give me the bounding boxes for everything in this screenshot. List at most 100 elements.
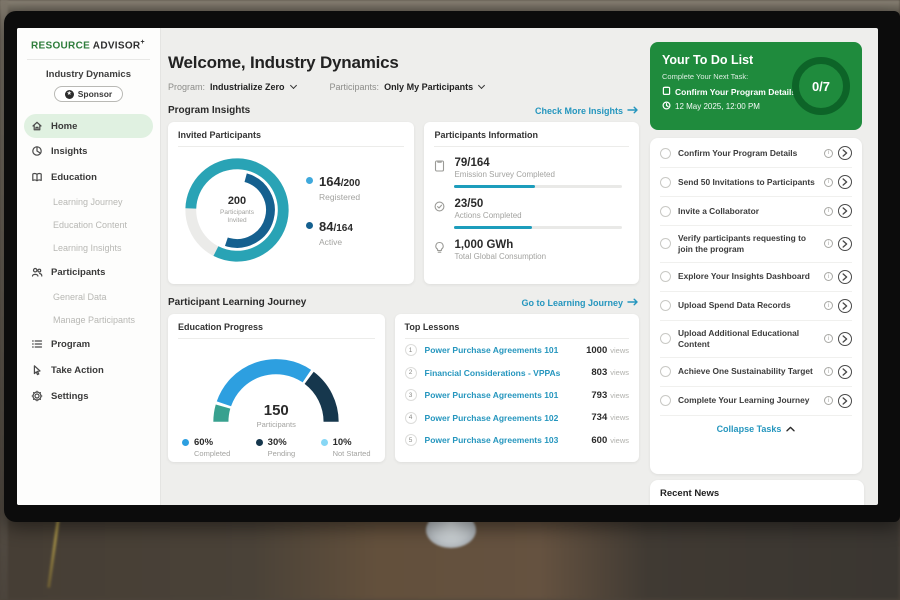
task-row: Achieve One Sustainability Target i (660, 358, 852, 387)
section-title-learning-journey: Participant Learning Journey (168, 297, 307, 308)
sidebar-item-learning-journey[interactable]: Learning Journey (53, 196, 123, 207)
task-row: Explore Your Insights Dashboard i (660, 263, 852, 292)
card-title: Participants Information (434, 130, 629, 147)
info-icon[interactable]: i (824, 367, 833, 377)
check-badge-icon (434, 198, 446, 229)
legend-active: 84/164 Active (306, 218, 360, 247)
progress-track (454, 185, 623, 188)
task-open-button[interactable] (838, 175, 852, 189)
sponsor-badge[interactable]: ★ Sponsor (53, 86, 124, 103)
sidebar-item-general-data[interactable]: General Data (53, 291, 107, 302)
card-title: Invited Participants (178, 130, 405, 147)
legend-dot (255, 439, 263, 446)
todo-summary-card: Your To Do List Complete Your Next Task:… (650, 42, 862, 130)
lesson-link[interactable]: Power Purchase Agreements 101 (424, 390, 559, 401)
task-open-button[interactable] (838, 204, 852, 218)
task-open-button[interactable] (838, 331, 852, 346)
legend-dot (306, 177, 313, 184)
insights-icon (31, 145, 43, 157)
task-checkbox[interactable] (660, 300, 671, 312)
sidebar-item-program[interactable]: Program (17, 331, 160, 357)
task-checkbox[interactable] (660, 176, 671, 188)
go-to-learning-journey-link[interactable]: Go to Learning Journey (521, 298, 639, 308)
task-open-button[interactable] (838, 298, 852, 313)
info-icon[interactable]: i (824, 206, 833, 216)
program-filter[interactable]: Program: Industrialize Zero (168, 81, 297, 92)
lesson-link[interactable]: Power Purchase Agreements 101 (424, 345, 559, 356)
task-checkbox[interactable] (660, 271, 671, 283)
rank-badge: 1 (404, 344, 417, 357)
task-checkbox[interactable] (660, 238, 671, 250)
task-row: Upload Spend Data Records i (660, 292, 852, 321)
lesson-link[interactable]: Power Purchase Agreements 103 (424, 435, 559, 446)
task-row: Verify participants requesting to join t… (660, 226, 852, 263)
education-progress-gauge: 150 Participants (196, 347, 356, 429)
monitor-bezel: RESOURCE ADVISOR+ Industry Dynamics ★ Sp… (4, 11, 900, 522)
sidebar-item-education[interactable]: Education (17, 164, 160, 190)
task-row: Send 50 Invitations to Participants i (660, 168, 852, 197)
todo-subtitle: Complete Your Next Task: (662, 72, 749, 81)
info-icon[interactable]: i (824, 272, 833, 282)
rank-badge: 5 (404, 434, 417, 447)
org-name: Industry Dynamics (46, 69, 131, 81)
participants-information-card: Participants Information 79/164 Emission… (424, 122, 639, 284)
info-icon[interactable]: i (824, 239, 833, 249)
arrow-right-icon (627, 106, 639, 116)
rank-badge: 3 (404, 389, 417, 402)
task-checkbox[interactable] (660, 333, 671, 345)
task-row: Upload Additional Educational Content i (660, 321, 852, 358)
task-open-button[interactable] (838, 269, 852, 284)
dashboard-screen: RESOURCE ADVISOR+ Industry Dynamics ★ Sp… (17, 28, 878, 505)
task-open-button[interactable] (838, 146, 852, 160)
recent-news-title: Recent News (660, 488, 854, 505)
sidebar-item-education-content[interactable]: Education Content (53, 219, 128, 230)
lesson-row: 5 Power Purchase Agreements 103 600 views (404, 429, 629, 452)
sidebar-item-home[interactable]: Home (24, 114, 153, 139)
info-icon[interactable]: i (824, 177, 833, 187)
legend-dot (306, 222, 313, 229)
sidebar-item-settings[interactable]: Settings (17, 383, 160, 409)
sidebar-item-participants[interactable]: Participants (17, 259, 160, 285)
legend-completed: 60% Completed (182, 437, 230, 458)
task-open-button[interactable] (838, 236, 852, 251)
gear-icon (31, 390, 43, 402)
right-panel: Your To Do List Complete Your Next Task:… (650, 28, 864, 505)
task-checkbox[interactable] (660, 366, 671, 378)
sponsor-icon: ★ (64, 89, 74, 99)
info-icon[interactable]: i (824, 334, 833, 344)
participants-filter[interactable]: Participants: Only My Participants (330, 81, 486, 92)
todo-title: Your To Do List (662, 53, 754, 67)
rank-badge: 4 (404, 411, 417, 424)
task-checkbox[interactable] (660, 395, 671, 407)
sidebar-item-learning-insights[interactable]: Learning Insights (53, 242, 122, 253)
task-checkbox[interactable] (660, 147, 671, 159)
task-row: Confirm Your Program Details i (660, 139, 852, 168)
info-icon[interactable]: i (824, 301, 833, 311)
stat-emission-survey: 79/164 Emission Survey Completed (434, 157, 629, 188)
todo-task-list: Confirm Your Program Details i Send 50 I… (650, 138, 862, 474)
lesson-link[interactable]: Financial Considerations - VPPAs (424, 367, 561, 378)
app-logo: RESOURCE ADVISOR+ (31, 39, 145, 52)
education-progress-card: Education Progress 150 Participants (168, 314, 385, 462)
sidebar-item-manage-participants[interactable]: Manage Participants (53, 314, 136, 325)
task-checkbox[interactable] (660, 205, 671, 217)
sidebar-nav: Home Insights Education Learning Journey… (17, 114, 160, 409)
main-content: Welcome, Industry Dynamics Program: Indu… (161, 28, 648, 505)
invited-participants-donut: 200 Participants Invited (178, 151, 296, 269)
filters-row: Program: Industrialize Zero Participants… (168, 81, 639, 92)
background-wall-top (0, 0, 900, 14)
check-more-insights-link[interactable]: Check More Insights (535, 106, 639, 116)
sidebar-item-insights[interactable]: Insights (17, 138, 160, 164)
lesson-link[interactable]: Power Purchase Agreements 102 (424, 412, 559, 423)
info-icon[interactable]: i (824, 396, 833, 406)
info-icon[interactable]: i (824, 148, 833, 158)
task-open-button[interactable] (838, 393, 852, 408)
legend-dot (320, 439, 328, 446)
lesson-row: 4 Power Purchase Agreements 102 734 views (404, 407, 629, 430)
collapse-tasks-link[interactable]: Collapse Tasks (660, 416, 852, 438)
task-open-button[interactable] (838, 364, 852, 379)
donut-center-label: Participants Invited (220, 208, 254, 224)
sidebar-item-take-action[interactable]: Take Action (17, 357, 160, 383)
gauge-center-value: 150 (263, 402, 289, 419)
cursor-action-icon (31, 364, 43, 376)
